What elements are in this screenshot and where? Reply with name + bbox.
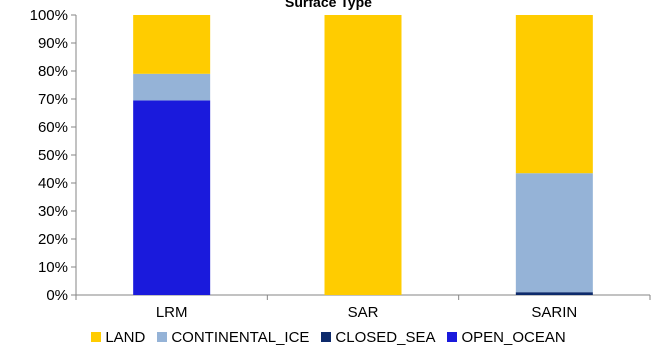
legend-label: OPEN_OCEAN: [461, 328, 566, 346]
bar-sarin-closed-sea: [515, 292, 593, 295]
bar-lrm-land: [133, 15, 211, 74]
x-category-label: SARIN: [531, 304, 577, 321]
stacked-bar-chart: 0% 10% 20% 30% 40% 50% 60% 70% 80% 90% 100% LRM SAR S…: [30, 7, 651, 321]
chart-legend: LAND CONTINENTAL_ICE CLOSED_SEA OPEN_OCEAN: [0, 326, 657, 348]
y-tick-label: 20%: [38, 231, 68, 248]
legend-swatch: [91, 332, 102, 342]
bar-sarin-continental-ice: [515, 173, 593, 293]
legend-label: CLOSED_SEA: [335, 328, 436, 346]
y-tick-label: 90%: [38, 35, 68, 52]
y-tick-label: 60%: [38, 119, 68, 136]
y-tick-label: 10%: [38, 259, 68, 276]
bar-sarin-land: [515, 15, 593, 174]
legend-swatch: [157, 332, 168, 342]
legend-item-open-ocean: OPEN_OCEAN: [447, 328, 566, 346]
bar-lrm-open-ocean: [133, 100, 211, 296]
y-tick-label: 0%: [46, 287, 68, 304]
y-tick-label: 70%: [38, 91, 68, 108]
legend-item-land: LAND: [91, 329, 145, 346]
legend-item-continental-ice: CONTINENTAL_ICE: [157, 329, 309, 346]
x-category-label: LRM: [156, 304, 188, 321]
legend-item-closed-sea: CLOSED_SEA: [321, 329, 435, 346]
legend-label: CONTINENTAL_ICE: [171, 328, 310, 346]
legend-swatch: [447, 332, 458, 342]
y-tick-label: 50%: [38, 147, 68, 164]
y-tick-label: 30%: [38, 203, 68, 220]
bar-sar-land: [324, 15, 402, 295]
bar-lrm-continental-ice: [133, 73, 211, 101]
x-category-label: SAR: [348, 304, 379, 321]
y-tick-label: 100%: [30, 7, 68, 24]
legend-label: LAND: [105, 328, 146, 346]
y-tick-label: 80%: [38, 63, 68, 80]
chart-title: Surface Type: [285, 0, 372, 10]
legend-swatch: [321, 332, 332, 342]
y-tick-label: 40%: [38, 175, 68, 192]
